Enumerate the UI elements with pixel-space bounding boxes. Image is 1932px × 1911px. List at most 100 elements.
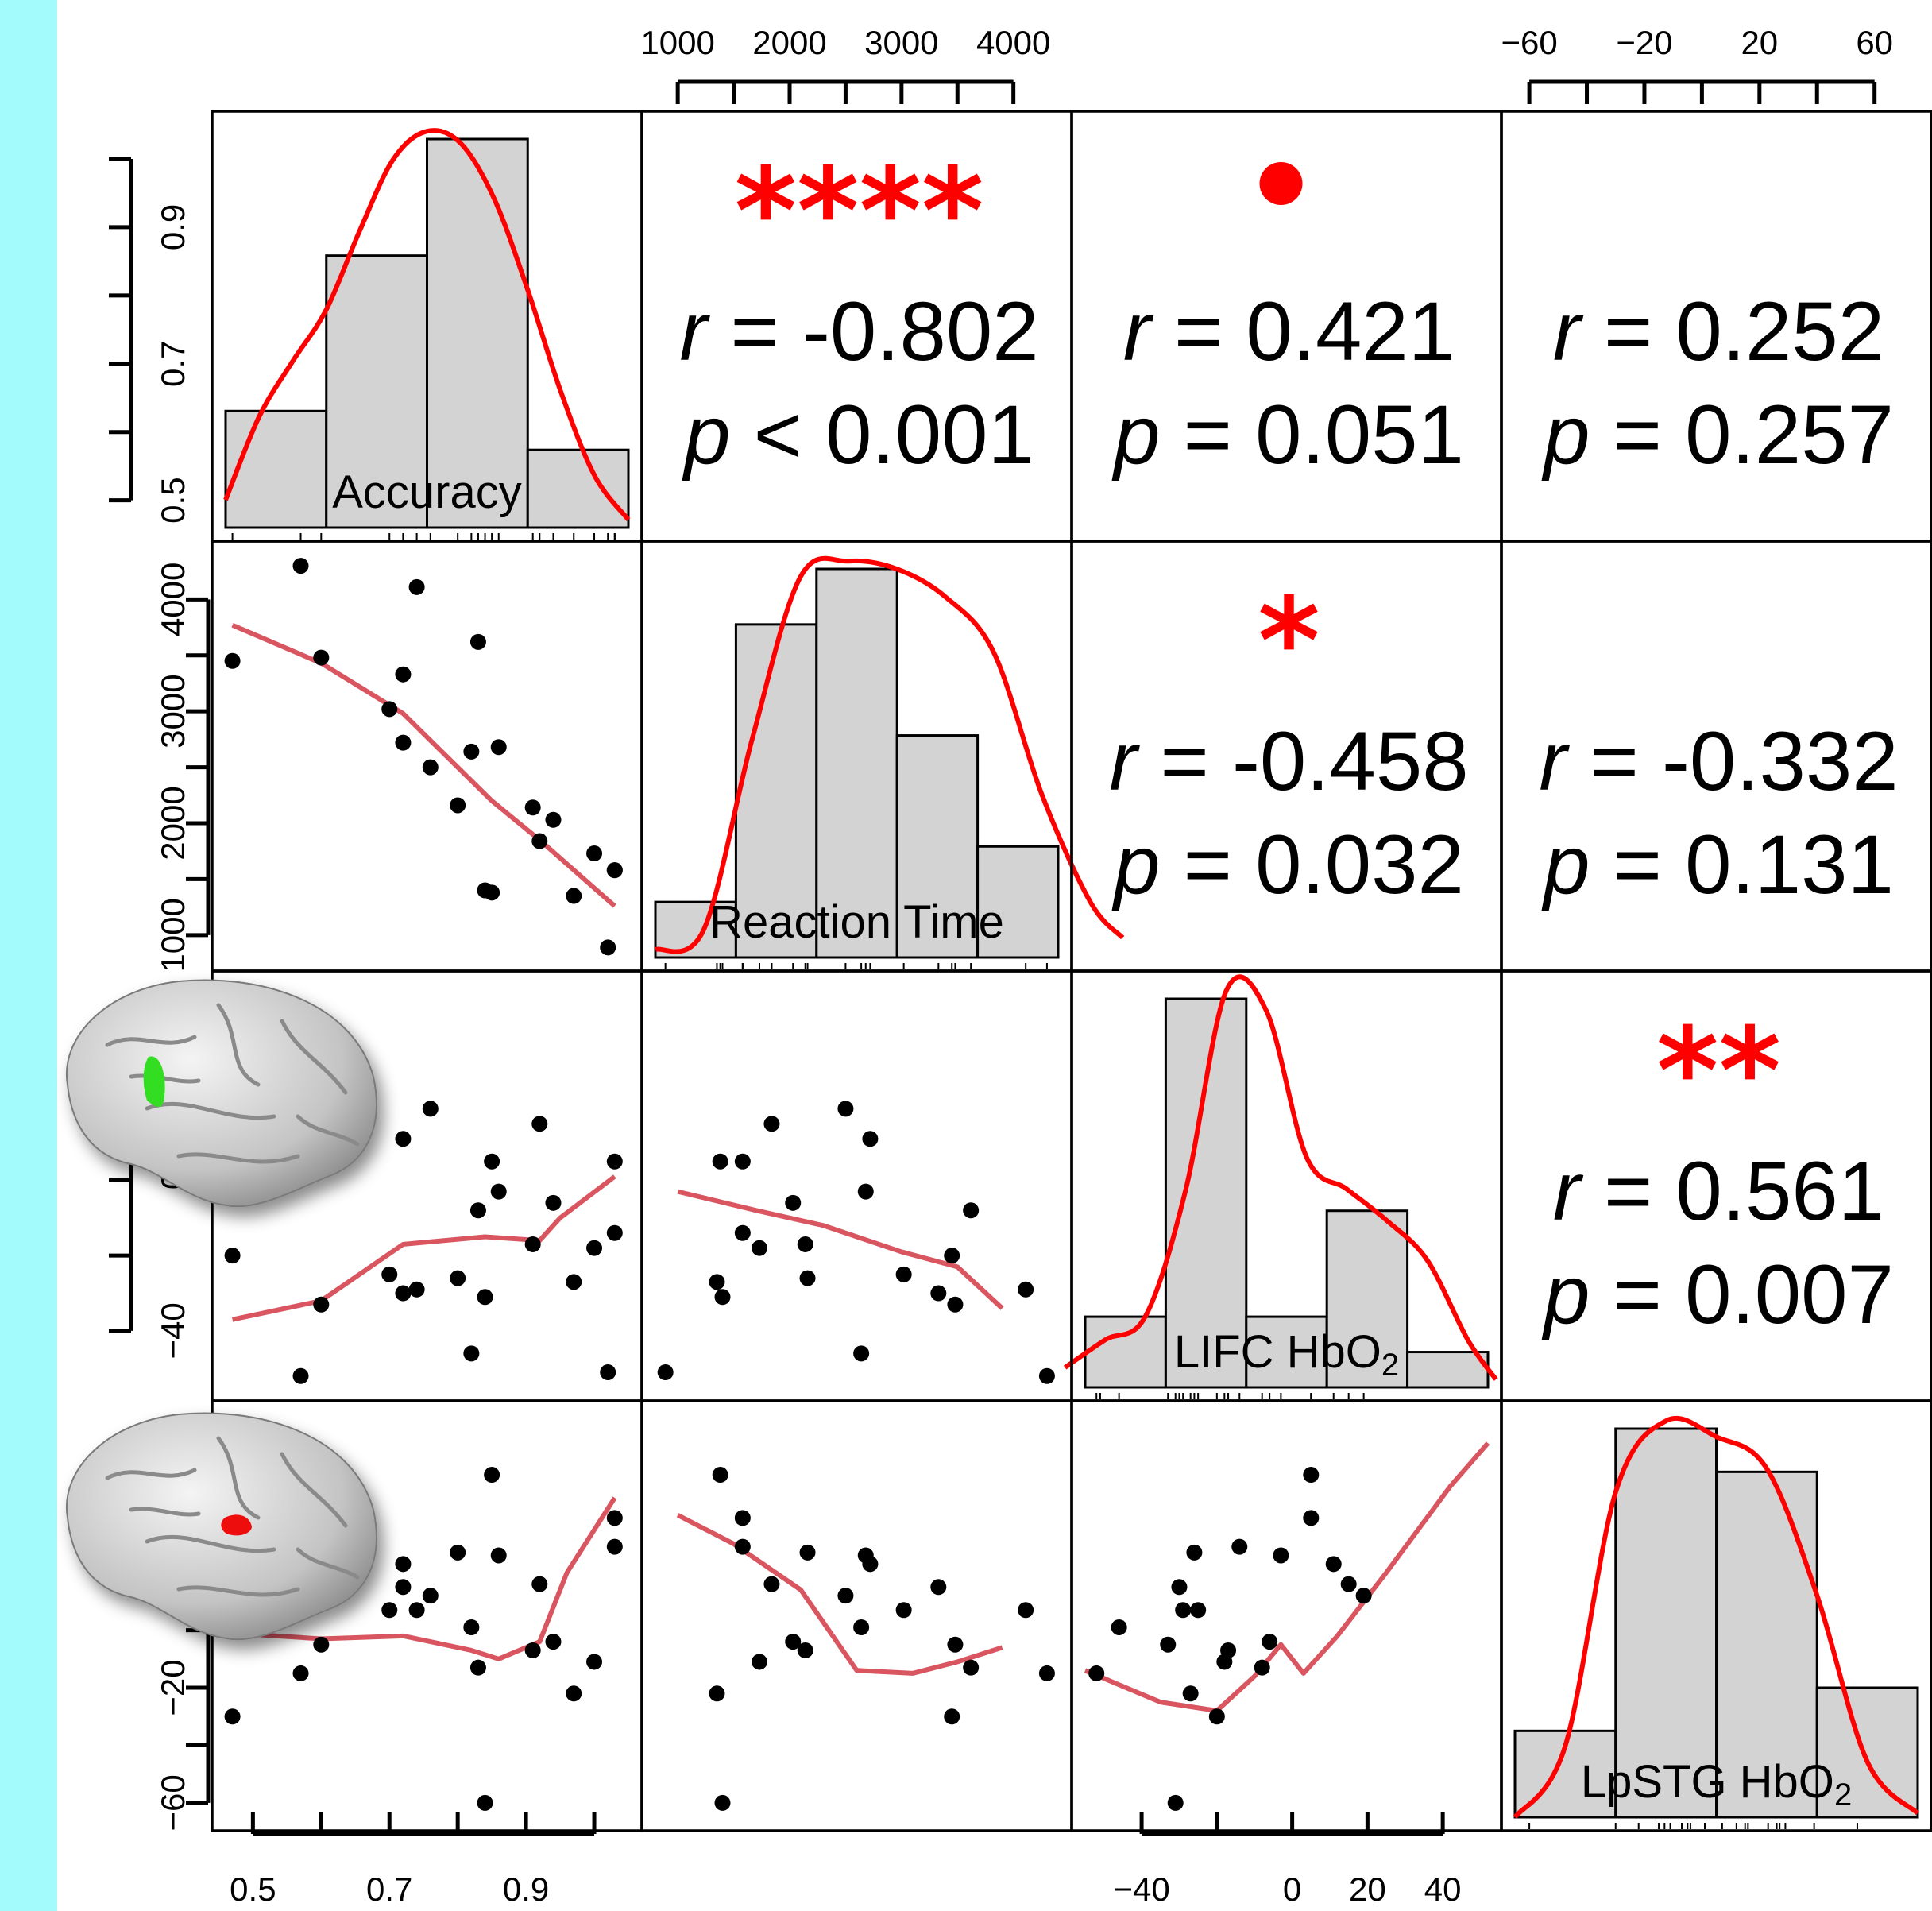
panel-frame	[640, 969, 1073, 1402]
r-number: = 0.561	[1581, 1145, 1884, 1238]
data-point	[837, 1101, 854, 1117]
data-point	[857, 1183, 874, 1200]
data-point	[712, 1467, 728, 1484]
p-number: = 0.051	[1160, 389, 1463, 482]
data-point	[944, 1708, 960, 1725]
histogram-bar	[426, 137, 529, 529]
data-point	[857, 1547, 874, 1564]
histogram-bar	[1715, 1470, 1818, 1819]
data-point	[785, 1194, 802, 1211]
variable-label: LpSTG HbO2	[1581, 1756, 1852, 1812]
data-point	[531, 1116, 548, 1132]
left-lpstg-axis-tick-label: −20	[154, 1659, 191, 1716]
data-point	[797, 1642, 813, 1658]
data-point	[606, 862, 623, 879]
left-lpstg-axis-tick-label: −60	[154, 1774, 191, 1831]
lifc-region-icon	[143, 1056, 165, 1108]
data-point	[895, 1266, 912, 1282]
data-point	[469, 1202, 486, 1219]
data-point	[751, 1240, 767, 1256]
data-point	[1208, 1708, 1225, 1725]
data-point	[1111, 1619, 1127, 1635]
data-point	[545, 811, 562, 828]
top-lpstg-axis-tick-label: −60	[1501, 24, 1557, 61]
data-point	[930, 1579, 947, 1596]
data-point	[1186, 1544, 1203, 1561]
significance-stars: ****	[735, 143, 984, 281]
left-accuracy-axis-tick-label: 0.7	[154, 341, 191, 387]
left-rt-axis-tick-label: 3000	[154, 674, 191, 748]
panel-frame	[1070, 1399, 1503, 1832]
data-point	[1262, 1634, 1278, 1650]
bottom-accuracy-axis-tick-label: 0.5	[230, 1870, 276, 1908]
histogram-bar	[1325, 1209, 1409, 1389]
p-symbol: p	[1541, 818, 1590, 911]
data-point	[490, 1183, 507, 1200]
p-number: = 0.032	[1160, 818, 1463, 911]
p-number: = 0.131	[1590, 818, 1893, 911]
data-point	[422, 759, 439, 776]
loess-line	[231, 622, 616, 908]
data-point	[224, 1248, 241, 1264]
lpstg-region-icon	[221, 1514, 252, 1536]
data-point	[1231, 1538, 1248, 1555]
data-point	[853, 1345, 870, 1362]
data-point	[463, 1345, 480, 1362]
data-point	[657, 1364, 674, 1381]
p-value: p = 0.032	[1111, 818, 1464, 911]
p-value: p = 0.007	[1541, 1248, 1894, 1341]
data-point	[763, 1116, 780, 1132]
data-point	[531, 1576, 548, 1592]
significance-stars: *	[1258, 573, 1320, 711]
data-point	[853, 1619, 870, 1635]
histogram-bar	[895, 734, 980, 959]
density-curve	[1063, 974, 1498, 1381]
data-point	[545, 1194, 562, 1211]
bottom-lifc-axis-tick-label: 20	[1349, 1870, 1386, 1908]
data-point	[709, 1685, 725, 1702]
r-symbol: r	[1553, 1145, 1584, 1238]
data-point	[395, 666, 412, 683]
data-point	[422, 1588, 439, 1604]
data-point	[1303, 1510, 1320, 1526]
data-point	[313, 1296, 330, 1313]
r-value: r = -0.458	[1109, 715, 1468, 808]
histogram-bar	[1406, 1351, 1490, 1389]
top-lpstg-axis-tick-label: −20	[1616, 24, 1672, 61]
data-point	[751, 1654, 767, 1670]
data-point	[944, 1248, 960, 1264]
top-rt-axis-tick-label: 2000	[752, 24, 826, 61]
loess-line	[677, 1189, 1004, 1310]
data-point	[1038, 1367, 1055, 1384]
r-symbol: r	[1553, 285, 1584, 378]
data-point	[963, 1202, 980, 1219]
data-point	[895, 1602, 912, 1619]
data-point	[450, 1270, 466, 1286]
bottom-lifc-axis-tick-label: −40	[1113, 1870, 1169, 1908]
data-point	[566, 1685, 582, 1702]
density-curve	[654, 555, 1125, 954]
data-point	[606, 1538, 623, 1555]
data-point	[463, 743, 480, 760]
data-point	[531, 833, 548, 849]
panel-frames	[211, 110, 1932, 1832]
data-point	[381, 701, 398, 718]
data-point	[837, 1588, 854, 1604]
data-point	[606, 1510, 623, 1526]
data-point	[947, 1636, 964, 1653]
p-value: p = 0.131	[1541, 818, 1894, 911]
top-rt-axis-tick-label: 1000	[640, 24, 714, 61]
loess-line	[676, 1513, 1003, 1676]
r-value: r = 0.421	[1123, 285, 1455, 378]
data-point	[763, 1576, 780, 1592]
data-point	[292, 1665, 309, 1681]
data-point	[292, 558, 309, 574]
left-rt-axis-tick-label: 4000	[154, 563, 191, 636]
significance-dot-icon	[1259, 162, 1303, 205]
r-number: = -0.458	[1137, 715, 1468, 808]
data-point	[313, 1636, 330, 1653]
data-point	[1167, 1794, 1184, 1811]
data-point	[381, 1266, 398, 1282]
histogram-bar	[1815, 1686, 1919, 1819]
